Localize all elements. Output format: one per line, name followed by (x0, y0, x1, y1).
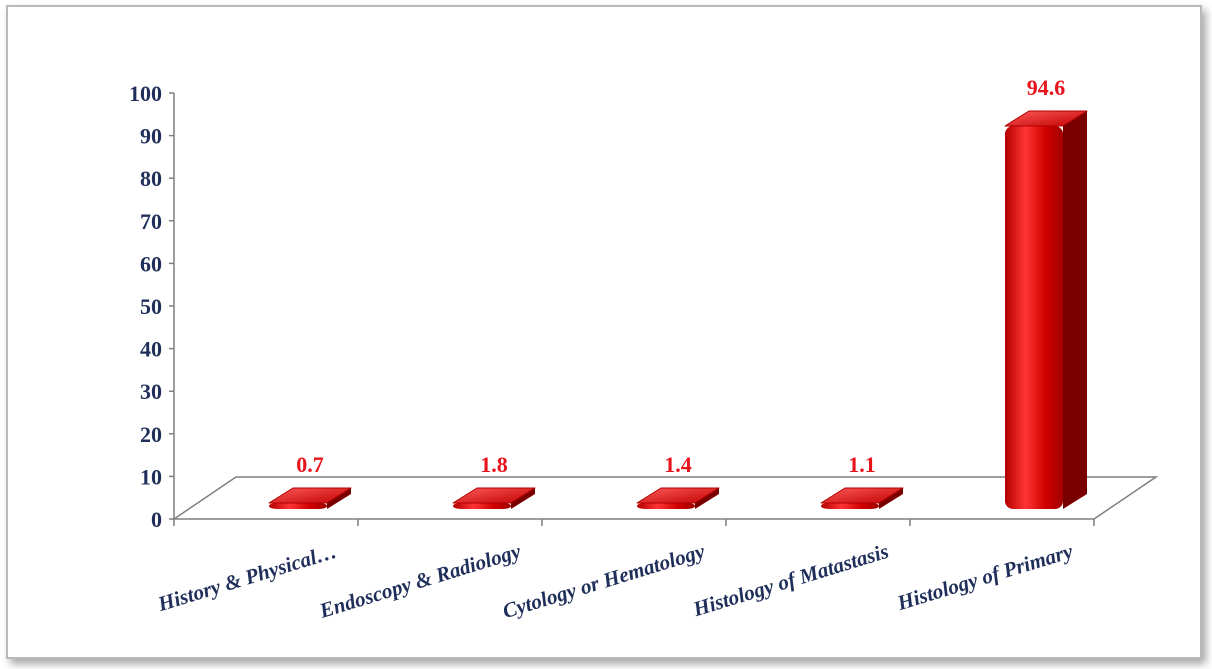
y-tick-label: 80 (140, 166, 162, 191)
chart-frame: 0 10 20 30 40 50 60 70 80 90 100 0.7 1.8 1.4 1.1 94.6 … (6, 5, 1202, 659)
bar (820, 487, 904, 509)
bar-top (820, 487, 904, 504)
y-tick-label: 90 (140, 124, 162, 149)
y-tick-label: 20 (140, 422, 162, 447)
y-tick-label: 100 (129, 81, 162, 106)
data-labels: 0.7 1.8 1.4 1.1 94.6 (296, 75, 1065, 477)
x-tick-label: History & Physical… (154, 539, 339, 616)
floor-plane (171, 476, 1159, 520)
bar (636, 487, 720, 509)
bar-front (821, 503, 879, 509)
bar-side (695, 488, 719, 509)
x-tick-label: Histology of Matastasis (689, 539, 891, 622)
x-tick-label: Cytology or Hematology (500, 539, 708, 624)
y-tick-label: 70 (140, 209, 162, 234)
bar-side (879, 488, 903, 509)
y-axis-ticks: 0 10 20 30 40 50 60 70 80 90 100 (129, 81, 174, 532)
x-tick-label: Histology of Primary (893, 539, 1076, 616)
bars (268, 110, 1088, 509)
y-tick-label: 0 (151, 507, 162, 532)
bar (1004, 110, 1088, 509)
bar (268, 487, 352, 509)
bar-side (1063, 111, 1087, 509)
y-tick-label: 30 (140, 379, 162, 404)
bar-top (268, 487, 352, 504)
bar-top (636, 487, 720, 504)
data-label: 1.1 (848, 452, 876, 477)
x-axis-labels: History & Physical…Endoscopy & Radiology… (154, 539, 1076, 624)
x-tick-label: Endoscopy & Radiology (316, 539, 524, 623)
y-tick-label: 40 (140, 337, 162, 362)
data-label: 0.7 (296, 452, 324, 477)
data-label: 1.8 (480, 452, 508, 477)
bar-front (637, 503, 695, 509)
bar-side (511, 488, 535, 509)
bar (452, 487, 536, 509)
bar-top (1004, 110, 1088, 127)
bar-front (269, 503, 327, 509)
data-label: 94.6 (1027, 75, 1066, 100)
data-label: 1.4 (664, 452, 692, 477)
bar-top (452, 487, 536, 504)
bar-front (1005, 126, 1063, 509)
bar-side (327, 488, 351, 509)
y-tick-label: 60 (140, 251, 162, 276)
bar-front (453, 503, 511, 509)
y-tick-label: 50 (140, 294, 162, 319)
y-tick-label: 10 (140, 464, 162, 489)
